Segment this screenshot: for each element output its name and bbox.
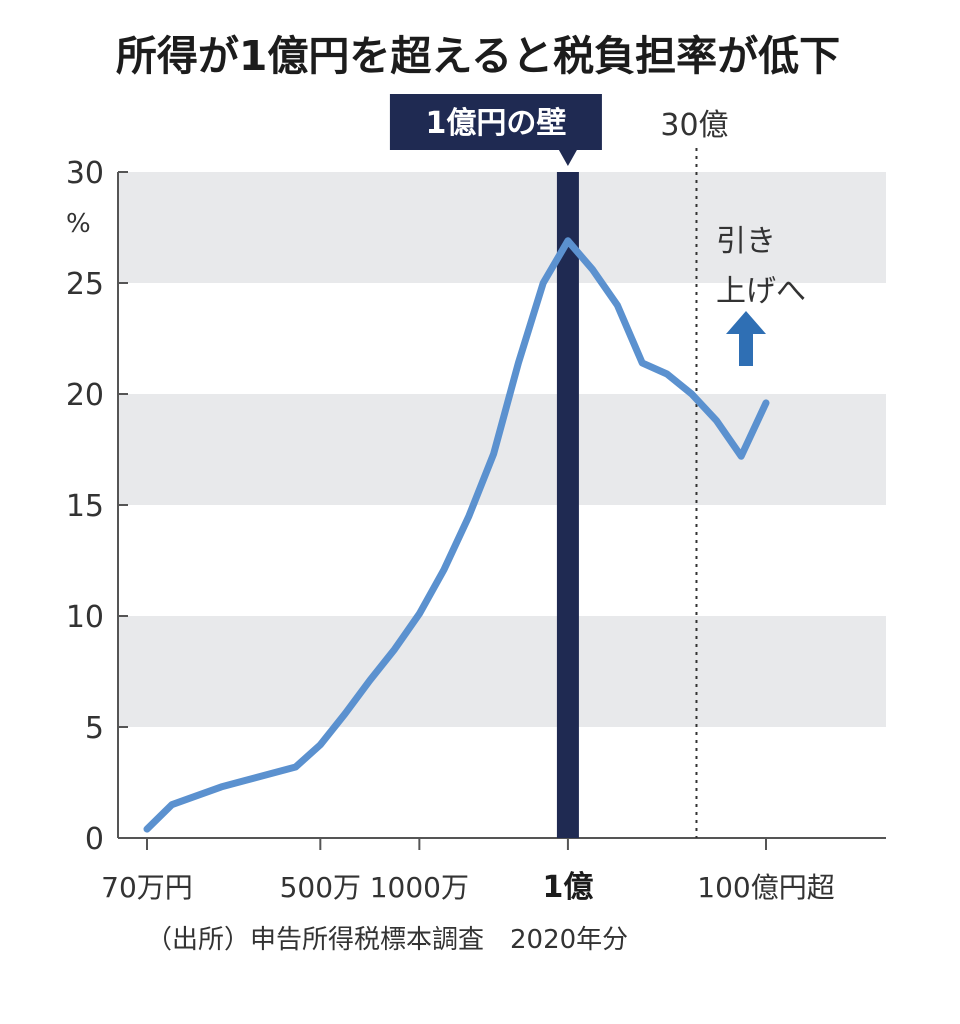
wall-bar bbox=[556, 172, 579, 838]
y-tick-label: 5 bbox=[85, 711, 104, 746]
source-note: （出所）申告所得税標本調査 2020年分 bbox=[146, 925, 628, 955]
wall-label-pointer bbox=[558, 150, 577, 166]
y-axis: 0 5 10 15 20 25 30 bbox=[66, 156, 128, 857]
series-line bbox=[143, 237, 770, 833]
annotation-line-2: 上げへ bbox=[716, 274, 806, 309]
wall-label-box bbox=[389, 94, 602, 150]
chart-title: 所得が1億円を超えると税負担率が低下 bbox=[116, 32, 840, 80]
y-tick-label: 20 bbox=[66, 378, 104, 413]
x-axis: 70万円 500万 1000万 1億 100億円超 bbox=[101, 838, 835, 905]
y-tick-label: 30 bbox=[66, 156, 104, 191]
y-tick-label: 15 bbox=[66, 489, 104, 524]
x-tick-label: 1000万 bbox=[370, 871, 469, 904]
grid-band bbox=[118, 172, 886, 283]
wall-label: 1億円の壁 bbox=[425, 106, 566, 141]
threshold-label: 30億 bbox=[660, 108, 728, 143]
x-tick-label: 100億円超 bbox=[697, 871, 834, 904]
x-tick-label: 70万円 bbox=[101, 871, 193, 904]
y-unit-label: % bbox=[66, 209, 91, 239]
up-arrow-icon bbox=[726, 311, 766, 366]
x-tick-label: 500万 bbox=[280, 871, 361, 904]
y-tick-label: 25 bbox=[66, 267, 104, 302]
x-tick-label: 1億 bbox=[542, 870, 593, 905]
grid-band bbox=[118, 616, 886, 727]
annotation-line-1: 引き bbox=[716, 224, 776, 259]
y-tick-label: 10 bbox=[66, 600, 104, 635]
y-tick-label: 0 bbox=[85, 822, 104, 857]
